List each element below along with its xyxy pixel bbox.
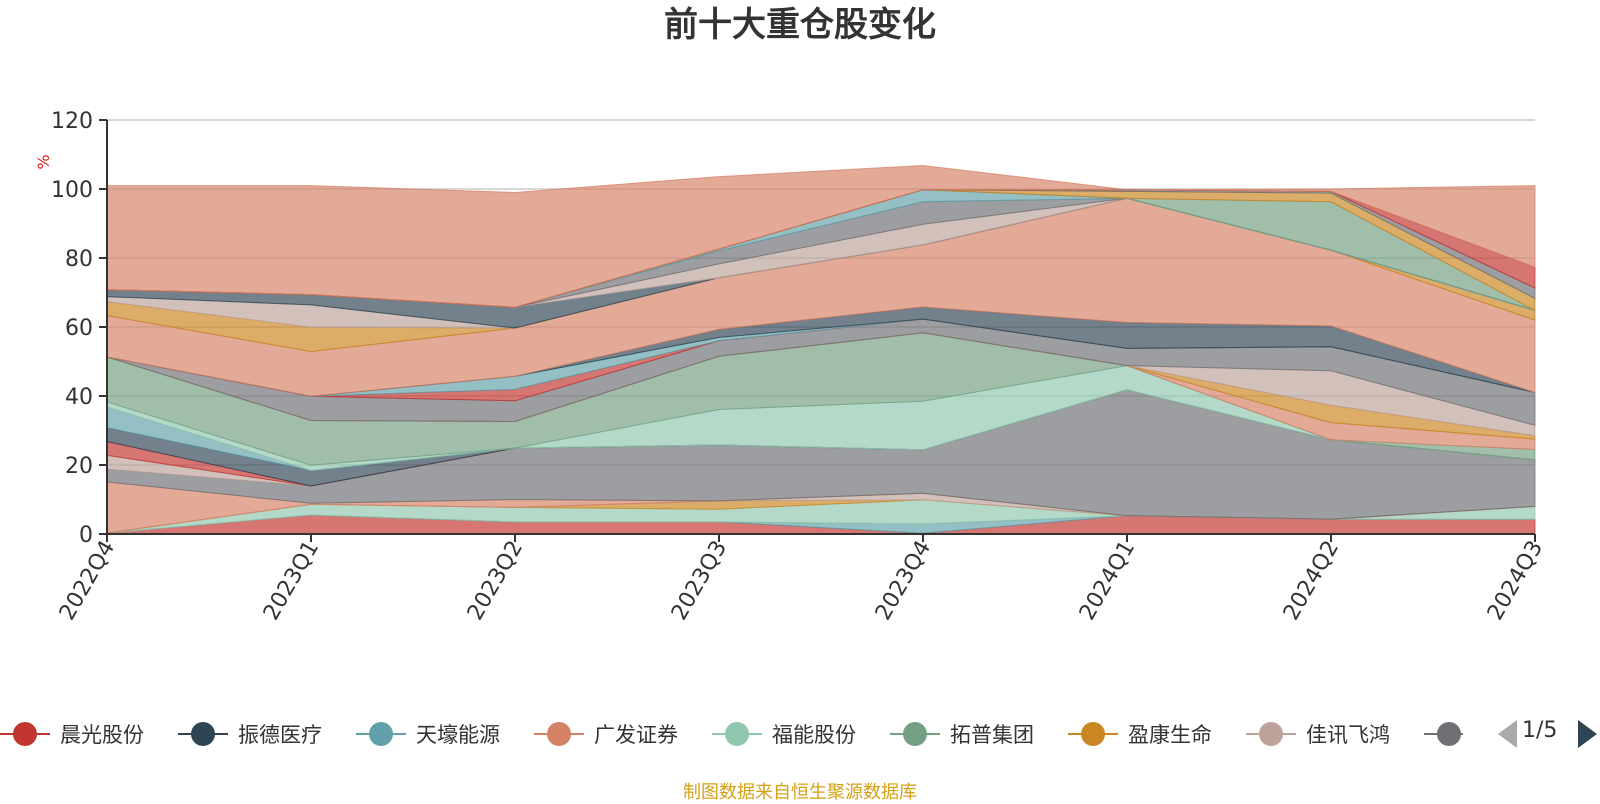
legend-item[interactable]: 晨光股份	[0, 714, 144, 754]
legend-marker-icon	[178, 719, 228, 749]
legend-label: 拓普集团	[950, 723, 1034, 747]
legend-label: 盈康生命	[1128, 723, 1212, 747]
legend-page-indicator: 1/5	[1522, 718, 1558, 743]
legend-item[interactable]: 天壕能源	[356, 714, 500, 754]
y-tick-label: 60	[65, 316, 93, 341]
legend-marker-icon	[534, 719, 584, 749]
series-area	[106, 164, 1536, 308]
legend-item[interactable]: 拓普集团	[890, 714, 1034, 754]
series-areas	[106, 164, 1536, 535]
y-tick-label: 100	[51, 178, 93, 203]
legend-item[interactable]: 佳讯飞鸿	[1246, 714, 1390, 754]
x-tick-label: 2023Q1	[259, 537, 324, 625]
y-tick-label: 40	[65, 385, 93, 410]
legend: 晨光股份 振德医疗 天壕能源 广发证券 福能股份 拓普集团 盈康生命 佳讯飞鸿 …	[0, 714, 1600, 754]
x-tick-label: 2024Q2	[1279, 537, 1344, 625]
x-tick-label: 2023Q3	[667, 537, 732, 625]
x-tick-label: 2024Q3	[1483, 537, 1548, 625]
legend-marker-icon	[1424, 719, 1463, 749]
y-axis-label: %	[34, 154, 53, 169]
y-tick-label: 0	[79, 523, 93, 548]
y-tick-label: 120	[51, 109, 93, 134]
legend-item[interactable]: …	[1424, 714, 1463, 754]
legend-item[interactable]: 福能股份	[712, 714, 856, 754]
x-tick-label: 2023Q2	[463, 537, 528, 625]
legend-label: 佳讯飞鸿	[1306, 723, 1390, 747]
x-tick-label: 2024Q1	[1075, 537, 1140, 625]
legend-item[interactable]: 广发证券	[534, 714, 678, 754]
legend-label: 晨光股份	[60, 723, 144, 747]
legend-label: 广发证券	[594, 723, 678, 747]
legend-label: 福能股份	[772, 723, 856, 747]
stacked-area-chart: 0 20 40 60 80 100 120 2022Q4 2023Q1 2023Q2 2023Q3 2…	[34, 109, 1548, 625]
source-note: 制图数据来自恒生聚源数据库	[683, 782, 917, 803]
legend-marker-icon	[1068, 719, 1118, 749]
x-tick-label: 2022Q4	[55, 537, 120, 625]
y-tick-label: 20	[65, 454, 93, 479]
x-tick-label: 2023Q4	[871, 537, 936, 625]
legend-label: 天壕能源	[416, 723, 500, 747]
legend-item[interactable]: 振德医疗	[178, 714, 322, 754]
legend-next-page-button[interactable]	[1578, 720, 1597, 748]
legend-marker-icon	[0, 719, 50, 749]
legend-prev-page-button[interactable]	[1498, 720, 1517, 748]
legend-items: 晨光股份 振德医疗 天壕能源 广发证券 福能股份 拓普集团 盈康生命 佳讯飞鸿 …	[0, 714, 1463, 754]
y-tick-label: 80	[65, 247, 93, 272]
legend-item[interactable]: 盈康生命	[1068, 714, 1212, 754]
legend-label: 振德医疗	[238, 723, 322, 747]
chart-title: 前十大重仓股变化	[664, 5, 936, 45]
legend-marker-icon	[712, 719, 762, 749]
legend-marker-icon	[890, 719, 940, 749]
legend-marker-icon	[356, 719, 406, 749]
legend-marker-icon	[1246, 719, 1296, 749]
